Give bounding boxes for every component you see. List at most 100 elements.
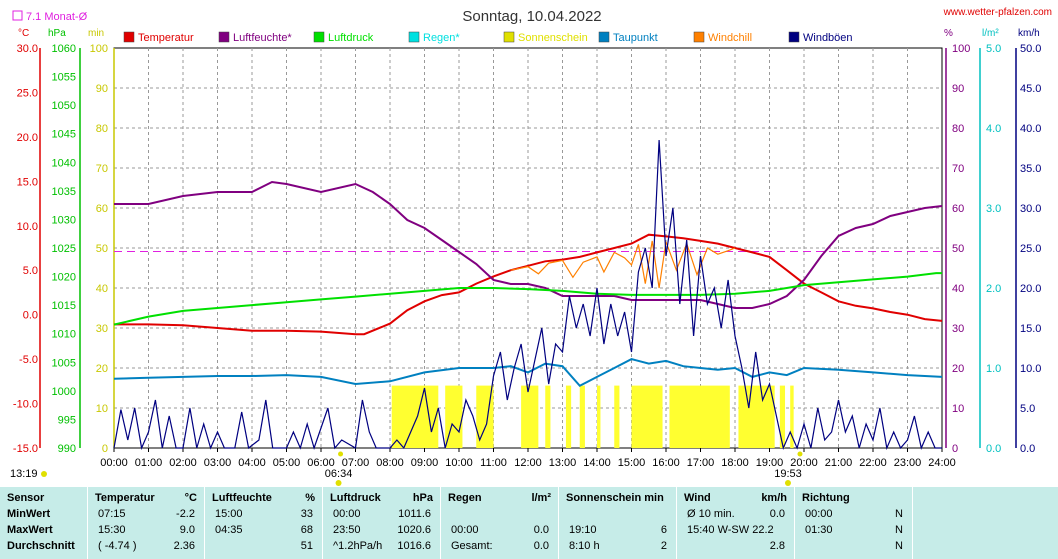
stats-value: 2.36 bbox=[173, 540, 195, 552]
pressure-tick-label: 1035 bbox=[52, 186, 76, 198]
x-tick-label: 04:00 bbox=[238, 457, 266, 469]
rain-tick-label: 4.0 bbox=[986, 123, 1001, 135]
x-tick-label: 22:00 bbox=[859, 457, 887, 469]
x-tick-label: 03:00 bbox=[204, 457, 232, 469]
stats-value: 2 bbox=[660, 540, 667, 552]
stats-value: 33 bbox=[300, 508, 313, 520]
legend-swatch bbox=[218, 31, 230, 43]
stats-value: 6 bbox=[660, 524, 667, 536]
legend-label: Taupunkt bbox=[613, 32, 658, 44]
pressure-tick-label: 1055 bbox=[52, 72, 76, 84]
stats-column: Temperatur °C 07:15 -2.2 15:30 9.0 ( -4.74 ) 2.… bbox=[88, 487, 205, 559]
wind-tick-label: 20.0 bbox=[1020, 283, 1041, 295]
wind-tick-label: 0.0 bbox=[1020, 443, 1035, 455]
x-tick-label: 21:00 bbox=[825, 457, 853, 469]
humidity-tick-label: 10 bbox=[952, 403, 964, 415]
temp-tick-label: -15.0 bbox=[13, 443, 38, 455]
sunshine-bar bbox=[779, 385, 786, 448]
pressure-tick-label: 1000 bbox=[52, 386, 76, 398]
sunshine-bar bbox=[738, 385, 775, 448]
stats-time: 01:30 bbox=[805, 524, 833, 536]
temp-tick-label: 20.0 bbox=[17, 132, 38, 144]
sunshine-bar bbox=[614, 385, 620, 448]
x-tick-label: 14:00 bbox=[583, 457, 611, 469]
legend-swatch bbox=[313, 31, 325, 43]
humidity-tick-label: 20 bbox=[952, 363, 964, 375]
x-tick-label: 16:00 bbox=[652, 457, 680, 469]
humidity-tick-label: 90 bbox=[952, 83, 964, 95]
sun-unit: min bbox=[88, 28, 104, 39]
stats-time: Ø 10 min. bbox=[687, 508, 735, 520]
sun-tick-label: 10 bbox=[96, 403, 108, 415]
rain-tick-label: 3.0 bbox=[986, 203, 1001, 215]
wind-tick-label: 25.0 bbox=[1020, 243, 1041, 255]
sunshine-bar bbox=[790, 385, 794, 448]
temp-tick-label: 30.0 bbox=[17, 43, 38, 55]
temp-tick-label: -5.0 bbox=[19, 354, 38, 366]
rain-tick-label: 0.0 bbox=[986, 443, 1001, 455]
x-tick-label: 01:00 bbox=[135, 457, 163, 469]
x-tick-label: 23:00 bbox=[894, 457, 922, 469]
stats-value: 68 bbox=[300, 524, 313, 536]
pressure-tick-label: 995 bbox=[58, 414, 76, 426]
wind-tick-label: 50.0 bbox=[1020, 43, 1041, 55]
stats-column: Regen l/m² 00:00 0.0 Gesamt: 0.0 bbox=[441, 487, 559, 559]
legend: Temperatur Luftfeuchte* Luftdruck Regen* Son… bbox=[123, 31, 853, 44]
pressure-tick-label: 1030 bbox=[52, 214, 76, 226]
humidity-tick-label: 100 bbox=[952, 43, 970, 55]
x-tick-label: 17:00 bbox=[687, 457, 715, 469]
sunrise-marker bbox=[338, 451, 344, 457]
stats-row-label: Durchschnitt bbox=[7, 540, 75, 552]
humidity-tick-label: 60 bbox=[952, 203, 964, 215]
x-tick-label: 20:00 bbox=[790, 457, 818, 469]
sun-tick-label: 50 bbox=[96, 243, 108, 255]
stats-column: Luftdruck hPa 00:00 1011.6 23:50 1020.6 ^1.2hP… bbox=[323, 487, 441, 559]
stats-unit: % bbox=[305, 492, 315, 504]
axes bbox=[39, 48, 1017, 452]
stats-value: N bbox=[895, 540, 903, 552]
legend-swatch bbox=[503, 31, 515, 43]
temp-tick-label: 5.0 bbox=[23, 265, 38, 277]
stats-time: 23:50 bbox=[333, 524, 361, 536]
grid bbox=[113, 47, 943, 449]
x-tick-label: 00:00 bbox=[100, 457, 128, 469]
series-line-5 bbox=[113, 139, 942, 451]
stats-header: Temperatur bbox=[95, 492, 155, 504]
sunshine-bar bbox=[545, 385, 551, 448]
legend-label: Temperatur bbox=[138, 32, 194, 44]
pressure-tick-label: 1020 bbox=[52, 272, 76, 284]
wind-tick-label: 5.0 bbox=[1020, 403, 1035, 415]
weather-chart: 00:00 01:00 02:00 03:00 04:00 05:00 06:00 07:00… bbox=[10, 7, 1052, 486]
stats-unit: hPa bbox=[412, 492, 433, 504]
stats-value: 1016.6 bbox=[397, 540, 431, 552]
x-tick-label: 24:00 bbox=[928, 457, 956, 469]
legend-label: Luftdruck bbox=[328, 32, 374, 44]
x-tick-label: 15:00 bbox=[618, 457, 646, 469]
legend-label: Luftfeuchte* bbox=[233, 32, 292, 44]
stats-header: Regen bbox=[448, 492, 482, 504]
temp-unit: °C bbox=[18, 28, 29, 39]
monthly-avg-label: 7.1 Monat-Ø bbox=[26, 11, 88, 23]
stats-time: 15:40 W-SW 22.2 bbox=[687, 524, 774, 536]
sun-tick-label: 30 bbox=[96, 323, 108, 335]
stats-value: 0.0 bbox=[533, 540, 549, 552]
stats-column: Sensor MinWert MaxWert Durchschnitt bbox=[0, 487, 88, 559]
legend-swatch bbox=[408, 31, 420, 43]
stats-value: 0.0 bbox=[533, 524, 549, 536]
stats-time: 00:00 bbox=[451, 524, 479, 536]
sun-tick-label: 60 bbox=[96, 203, 108, 215]
pressure-tick-label: 1005 bbox=[52, 357, 76, 369]
legend-label: Windchill bbox=[708, 32, 752, 44]
site-link[interactable]: www.wetter-pfalzen.com bbox=[943, 7, 1052, 18]
rain-tick-label: 1.0 bbox=[986, 363, 1001, 375]
humidity-tick-label: 40 bbox=[952, 283, 964, 295]
series-line-3 bbox=[113, 358, 943, 388]
left-time-label: 13:19 bbox=[10, 468, 38, 480]
wind-tick-label: 15.0 bbox=[1020, 323, 1041, 335]
x-tick-label: 07:00 bbox=[342, 457, 370, 469]
wind-tick-label: 40.0 bbox=[1020, 123, 1041, 135]
sunshine-bar bbox=[565, 385, 572, 448]
pressure-tick-label: 1060 bbox=[52, 43, 76, 55]
stats-column: Richtung 00:00 N 01:30 N N bbox=[795, 487, 913, 559]
humidity-tick-label: 30 bbox=[952, 323, 964, 335]
